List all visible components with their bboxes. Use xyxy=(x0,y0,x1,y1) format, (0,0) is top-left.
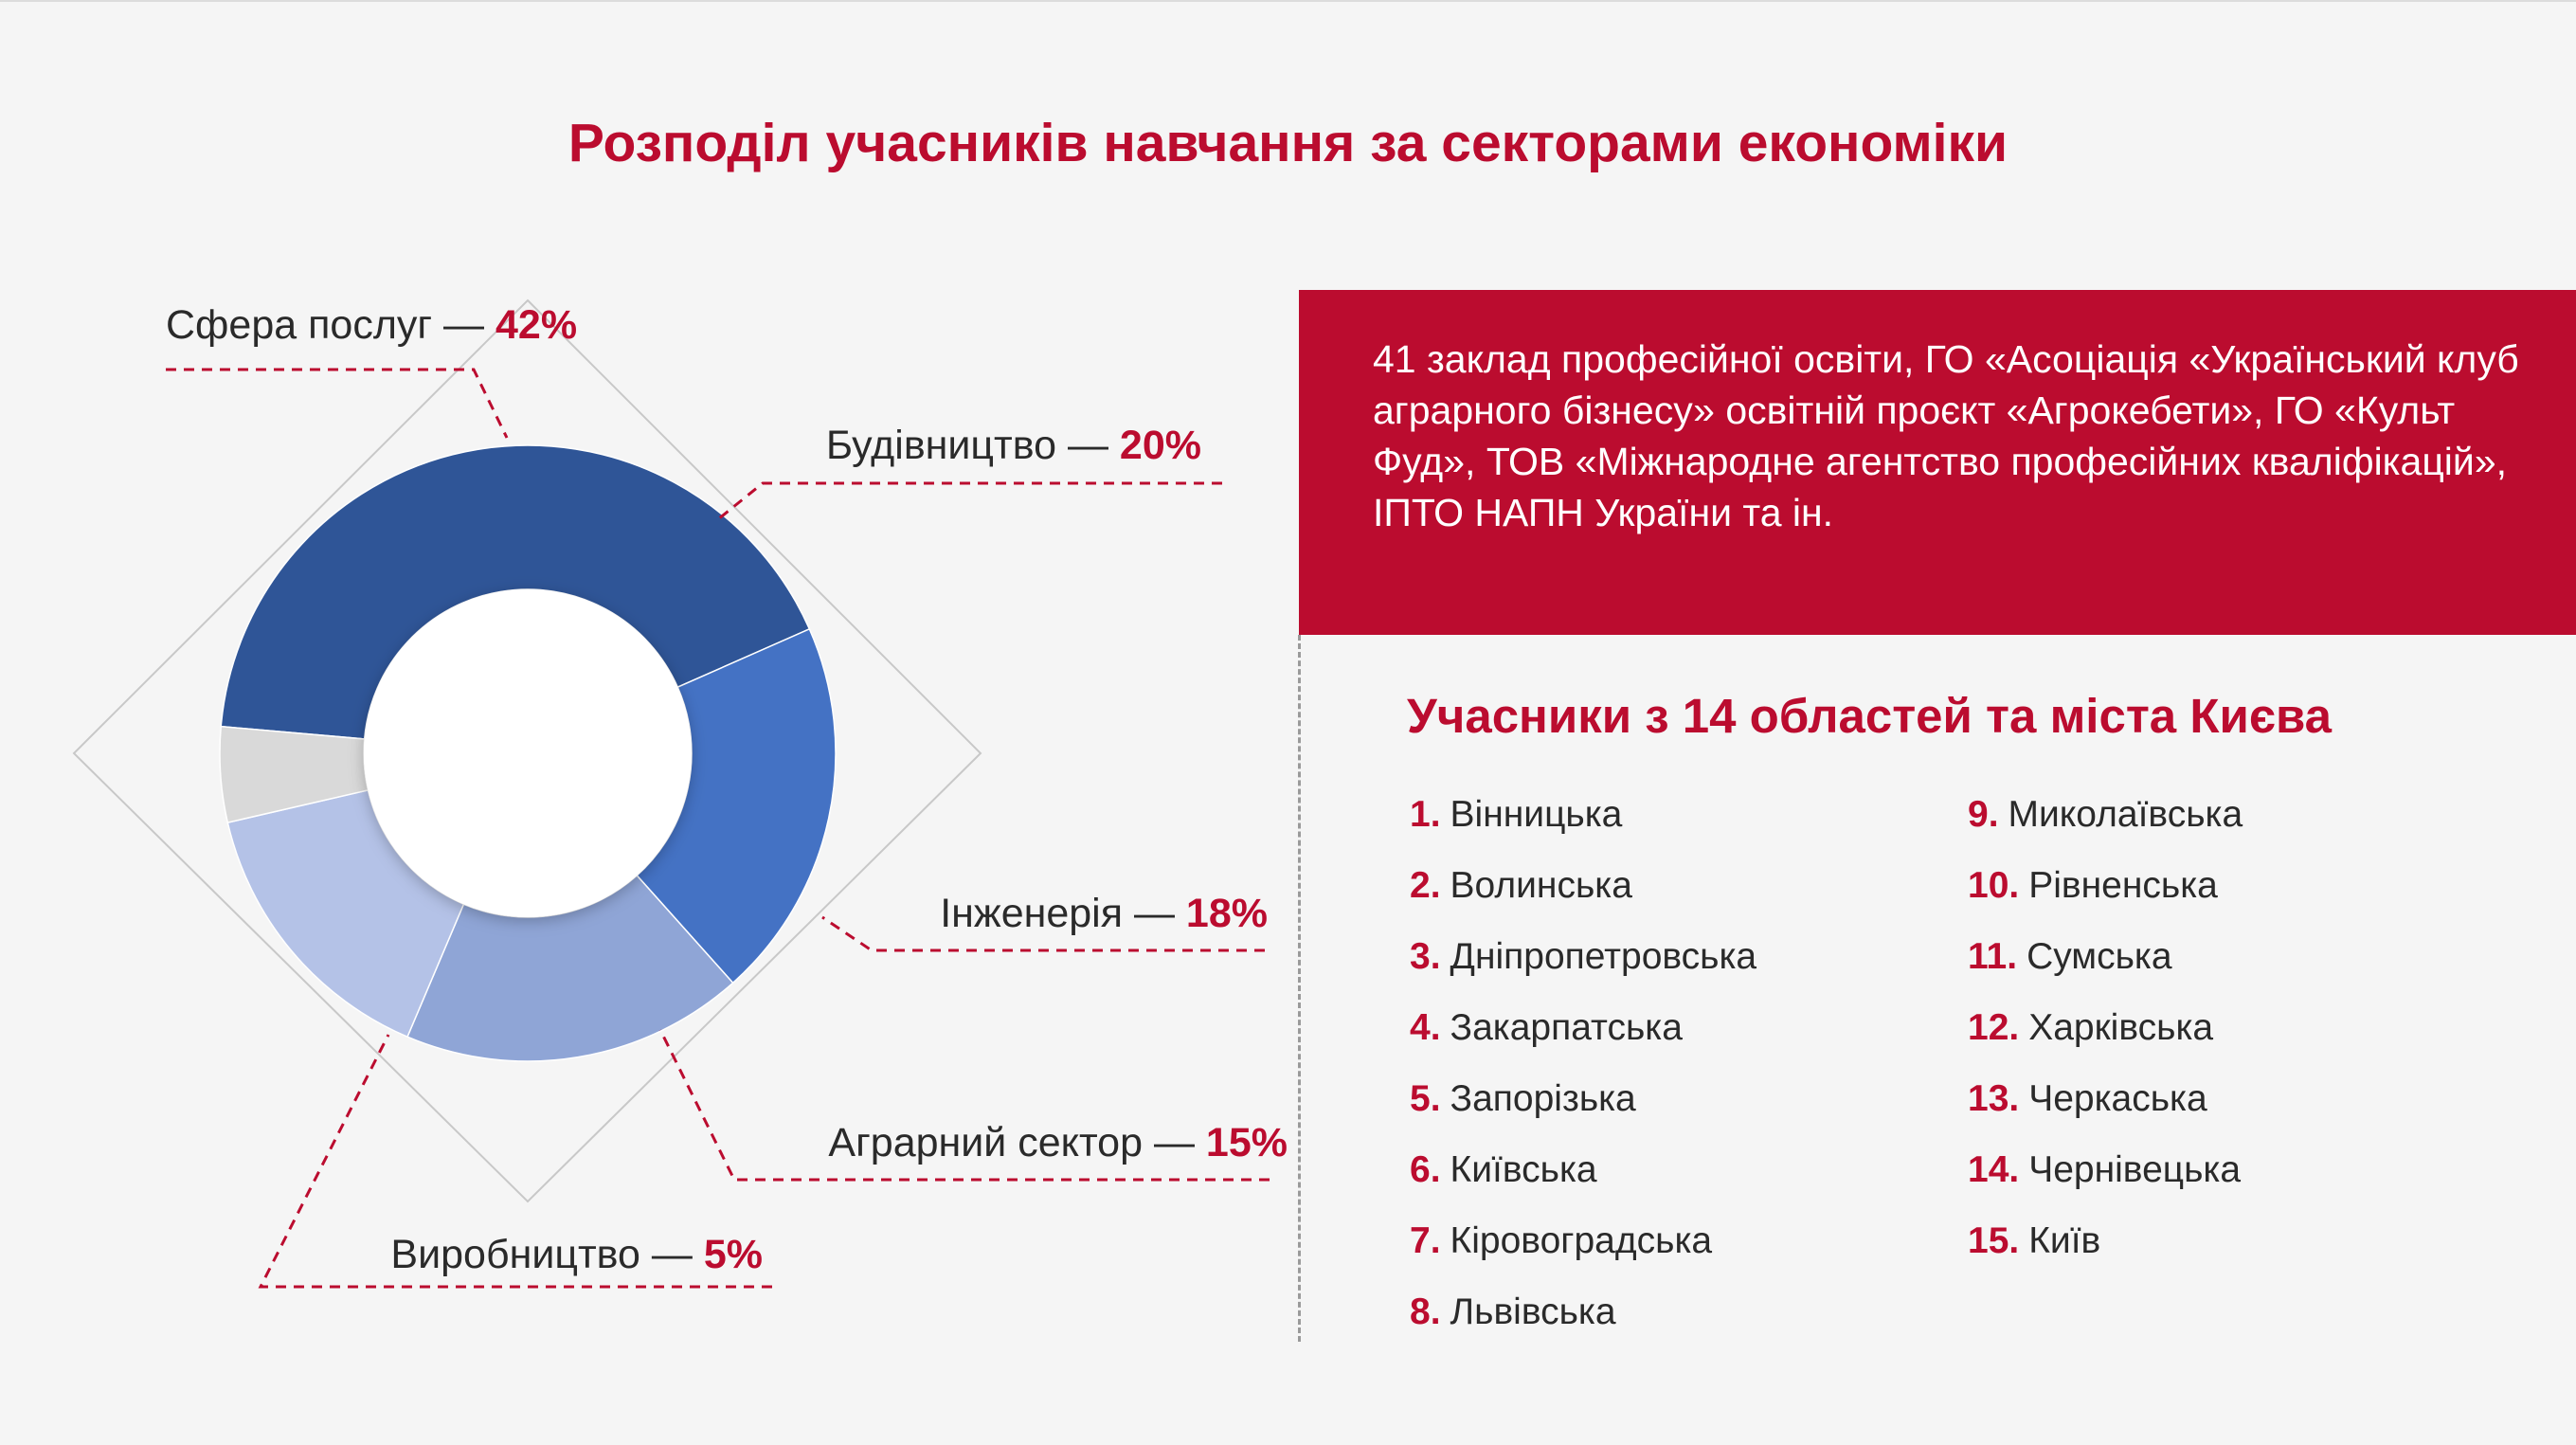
region-name: Волинська xyxy=(1450,865,1632,906)
region-item: 15. Київ xyxy=(1968,1218,2243,1289)
slice-label-category: Виробництво — xyxy=(390,1232,703,1277)
region-number: 4. xyxy=(1410,1007,1441,1048)
region-name: Чернівецька xyxy=(2028,1149,2242,1190)
region-number: 14. xyxy=(1968,1149,2020,1190)
regions-list-left: 1. Вінницька 2. Волинська 3. Дніпропетровсь… xyxy=(1410,791,1756,1360)
region-item: 5. Запорізька xyxy=(1410,1075,1756,1147)
leader-line-services xyxy=(166,368,509,439)
region-number: 11. xyxy=(1968,936,2018,977)
region-name: Запорізька xyxy=(1450,1078,1636,1119)
region-name: Київська xyxy=(1450,1149,1597,1190)
region-name: Закарпатська xyxy=(1450,1007,1683,1048)
slice-label-percent: 5% xyxy=(704,1232,763,1277)
region-name: Кіровоградська xyxy=(1450,1220,1713,1261)
leader-line-engineering xyxy=(821,915,1265,952)
region-item: 8. Львівська xyxy=(1410,1289,1756,1360)
region-name: Київ xyxy=(2028,1220,2101,1261)
region-item: 4. Закарпатська xyxy=(1410,1004,1756,1075)
region-number: 9. xyxy=(1968,794,1999,835)
region-item: 9. Миколаївська xyxy=(1968,791,2243,862)
donut-slices xyxy=(219,444,837,1062)
region-item: 3. Дніпропетровська xyxy=(1410,933,1756,1004)
slice-label-3: Інженерія — 18% xyxy=(940,891,1268,936)
region-item: 14. Чернівецька xyxy=(1968,1147,2243,1218)
region-number: 1. xyxy=(1410,794,1441,835)
leader-line-manufacturing xyxy=(258,1034,772,1289)
slice-label-4: Аграрний сектор — 15% xyxy=(828,1120,1288,1165)
region-name: Черкаська xyxy=(2028,1078,2207,1119)
partners-info-box: 41 заклад професійної освіти, ГО «Асоціа… xyxy=(1299,290,2576,635)
region-number: 7. xyxy=(1410,1220,1441,1261)
regions-list-right: 9. Миколаївська 10. Рівненська 11. Сумська … xyxy=(1968,791,2243,1289)
vertical-divider xyxy=(1298,635,1301,1342)
region-item: 10. Рівненська xyxy=(1968,862,2243,933)
top-rule xyxy=(0,0,2576,2)
region-name: Сумська xyxy=(2027,936,2172,977)
region-item: 13. Черкаська xyxy=(1968,1075,2243,1147)
donut-hole xyxy=(364,589,692,917)
region-name: Вінницька xyxy=(1450,794,1623,835)
regions-title: Учасники з 14 областей та міста Києва xyxy=(1407,689,2333,743)
region-item: 2. Волинська xyxy=(1410,862,1756,933)
region-name: Миколаївська xyxy=(2008,794,2243,835)
diamond-frame xyxy=(72,298,982,1203)
slice-label-1: Сфера послуг — 42% xyxy=(166,302,577,348)
region-number: 2. xyxy=(1410,865,1441,906)
donut-chart: Сфера послуг — 42% Будівництво — 20% Інжен… xyxy=(72,298,1288,1289)
region-item: 6. Київська xyxy=(1410,1147,1756,1218)
region-number: 13. xyxy=(1968,1078,2020,1119)
slice-label-category: Інженерія — xyxy=(940,891,1186,936)
region-item: 7. Кіровоградська xyxy=(1410,1218,1756,1289)
region-name: Харківська xyxy=(2028,1007,2214,1048)
region-item: 11. Сумська xyxy=(1968,933,2243,1004)
slice-label-percent: 20% xyxy=(1120,423,1201,468)
region-number: 12. xyxy=(1968,1007,2020,1048)
slice-label-percent: 18% xyxy=(1186,891,1268,936)
region-number: 6. xyxy=(1410,1149,1441,1190)
slice-label-category: Будівництво — xyxy=(826,423,1120,468)
region-number: 8. xyxy=(1410,1291,1441,1332)
slice-label-2: Будівництво — 20% xyxy=(826,423,1201,468)
slice-label-category: Аграрний сектор — xyxy=(828,1120,1206,1165)
region-name: Львівська xyxy=(1450,1291,1616,1332)
region-number: 10. xyxy=(1968,865,2020,906)
region-number: 5. xyxy=(1410,1078,1441,1119)
region-name: Дніпропетровська xyxy=(1450,936,1757,977)
donut-slice-5 xyxy=(219,725,369,824)
region-number: 3. xyxy=(1410,936,1441,977)
leader-lines xyxy=(166,368,1270,1289)
region-name: Рівненська xyxy=(2028,865,2218,906)
partners-text: 41 заклад професійної освіти, ГО «Асоціа… xyxy=(1373,337,2519,534)
region-item: 1. Вінницька xyxy=(1410,791,1756,862)
page-title: Розподіл учасників навчання за секторами… xyxy=(567,113,2009,173)
slice-label-category: Сфера послуг — xyxy=(166,302,495,348)
slice-label-percent: 42% xyxy=(495,302,577,348)
leader-line-construction xyxy=(717,481,1222,521)
slice-label-5: Виробництво — 5% xyxy=(390,1232,763,1277)
region-number: 15. xyxy=(1968,1220,2020,1261)
slice-label-percent: 15% xyxy=(1206,1120,1288,1165)
region-item: 12. Харківська xyxy=(1968,1004,2243,1075)
